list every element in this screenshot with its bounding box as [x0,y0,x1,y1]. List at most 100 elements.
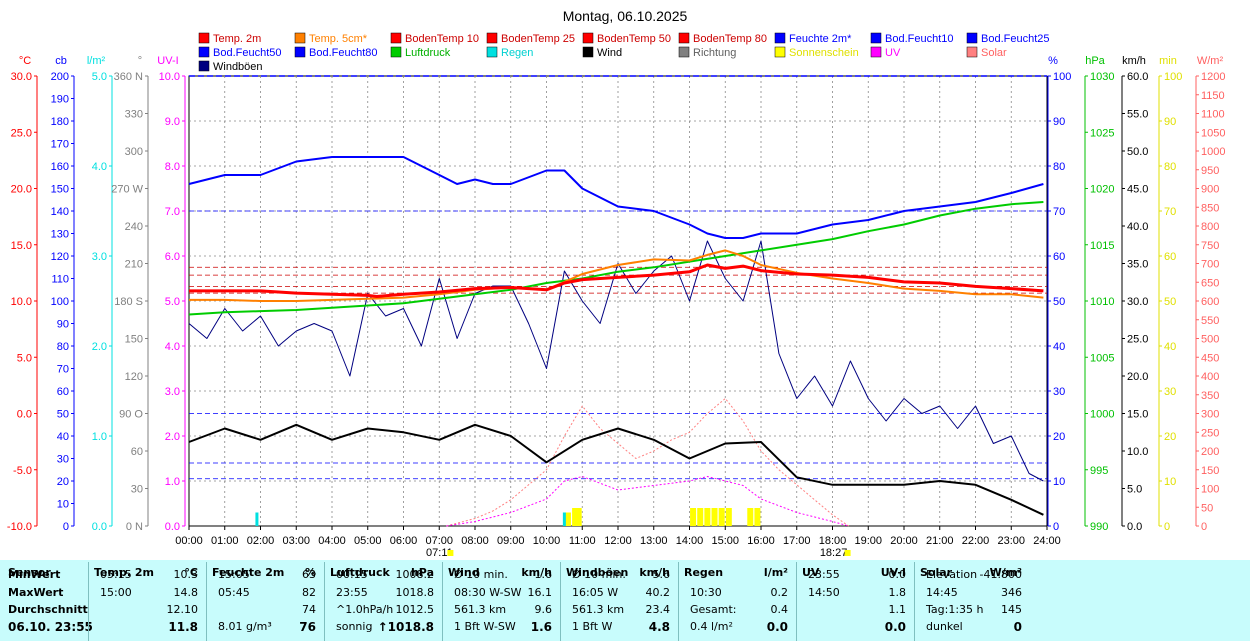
axis-unit-rain: l/m² [87,55,106,67]
weather-chart: Montag, 06.10.2025 Temp. 2m Temp. 5cm* Bod… [7,8,1226,559]
series-line-wind [188,423,1044,516]
summary-header-solar: Solar [920,566,953,579]
axis-tick-label-dir: 90 O [119,409,143,421]
summary-header-sensor: Sensor [8,566,51,579]
summary-cell-label-gust: Ø 10 min. [572,568,626,581]
x-tick-label: 04:00 [318,535,346,547]
summary-cell-value-press: ↑1018.8 [377,620,434,634]
legend-label: Bod.Feucht25 [981,33,1050,45]
axis-unit-cb: cb [55,55,67,67]
x-tick-label: 21:00 [926,535,954,547]
summary-cell-label-solar: dunkel [926,620,963,633]
sunrise-label: 07:11 [426,547,453,559]
axis-tick-label-hum: 30 [1053,386,1065,398]
summary-column-separator [324,562,325,641]
summary-cell-label-press: ^1.0hPa/h [336,603,394,616]
axis-tick-label-sun: 60 [1164,251,1176,263]
axis-tick-label-temp: 15.0 [11,240,32,252]
legend-label: Wind [597,47,622,59]
axis-tick-label-hum: 80 [1053,161,1065,173]
axis-tick-label-dir: 30 [131,484,143,496]
x-tick-label: 15:00 [711,535,739,547]
summary-row-label: 06.10. 23:55 [8,620,93,634]
axis-tick-label-hum: 20 [1053,431,1065,443]
axis-tick-label-cb: 90 [57,319,69,331]
summary-column-separator [442,562,443,641]
legend-swatch [198,60,210,72]
summary-cell-value-gust: 40.2 [645,586,671,599]
x-tick-label: 00:00 [175,535,203,547]
summary-column-separator [914,562,915,641]
legend-swatch [486,32,498,44]
sunshine-bar [747,508,754,526]
summary-cell-value-uv: 0.0 [888,568,907,581]
summary-cell-value-uv: 1.8 [888,586,907,599]
sunshine-bar [564,512,571,526]
summary-header-rain: Regen [684,566,724,579]
axis-tick-label-wind: 5.0 [1127,484,1142,496]
axis-tick-label-solar: 550 [1201,315,1219,327]
axis-tick-label-rain: 3.0 [92,251,107,263]
summary-header-wind: Wind [448,566,480,579]
axis-tick-label-solar: 900 [1201,184,1219,196]
summary-cell-value-solar: -41.800 [979,568,1022,581]
axis-tick-label-cb: 140 [51,206,69,218]
summary-cell-label-wind: 08:30 W-SW [454,586,522,599]
summary-cell-value-temp: 11.8 [168,620,198,634]
summary-unit-press: hPa [410,566,434,579]
axis-tick-label-wind: 40.0 [1127,221,1148,233]
axis-tick-label-cb: 160 [51,161,69,173]
x-tick-label: 16:00 [747,535,775,547]
summary-cell-label-wind: Ø 10 min. [454,568,508,581]
axis-unit-uvi: UV-I [157,55,178,67]
axis-unit-solar: W/m² [1197,55,1224,67]
axis-tick-label-rain: 5.0 [92,71,107,83]
axis-tick-label-dir: 360 N [114,71,143,83]
legend-label: BodenTemp 25 [501,33,575,45]
summary-cell-value-temp: 12.10 [166,603,199,616]
legend-swatch [390,32,402,44]
axis-tick-label-dir: 180 S [114,296,143,308]
sunshine-bar [697,508,704,526]
x-tick-label: 02:00 [247,535,275,547]
axis-tick-label-solar: 100 [1201,484,1219,496]
legend-swatch [966,32,978,44]
summary-cell-value-uv: 1.1 [888,603,907,616]
summary-cell-value-solar: 145 [1001,603,1022,616]
summary-header-uv: UV [802,566,820,579]
axis-tick-label-press: 1010 [1090,296,1114,308]
axis-tick-label-hum: 90 [1053,116,1065,128]
axis-tick-label-solar: 400 [1201,371,1219,383]
axis-tick-label-sun: 70 [1164,206,1176,218]
axis-tick-label-press: 1020 [1090,184,1114,196]
series-line-luftdruck [188,201,1044,316]
axis-tick-label-sun: 40 [1164,341,1176,353]
axis-tick-label-wind: 0.0 [1127,521,1142,533]
axis-tick-label-cb: 60 [57,386,69,398]
legend-label: Bod.Feucht80 [309,47,378,59]
axis-tick-label-wind: 60.0 [1127,71,1148,83]
legend-label: BodenTemp 80 [693,33,767,45]
x-tick-label: 05:00 [354,535,382,547]
legend-swatch [486,46,498,58]
axis-tick-label-temp: 5.0 [17,352,32,364]
summary-cell-label-rain: 0.4 l/m² [690,620,733,633]
axis-tick-label-temp: 10.0 [11,296,32,308]
axis-tick-label-cb: 150 [51,184,69,196]
sunrise-marker [447,550,454,556]
axis-tick-label-solar: 1000 [1201,146,1225,158]
sunshine-bar [711,508,718,526]
plot-area [188,156,1047,527]
x-tick-label: 22:00 [962,535,990,547]
axis-tick-label-solar: 50 [1201,502,1213,514]
axis-tick-label-wind: 55.0 [1127,109,1148,121]
x-tick-label: 09:00 [497,535,525,547]
axis-tick-label-dir: 0 N [126,521,143,533]
series-line-windb-en [188,240,1044,482]
summary-cell-value-gust: 4.8 [648,620,670,634]
legend-label: BodenTemp 50 [597,33,671,45]
axis-tick-label-uvi: 1.0 [165,476,180,488]
series-line-temp-2m [189,263,1044,298]
axis-tick-label-sun: 10 [1164,476,1176,488]
summary-cell-value-temp: 10.3 [173,568,199,581]
